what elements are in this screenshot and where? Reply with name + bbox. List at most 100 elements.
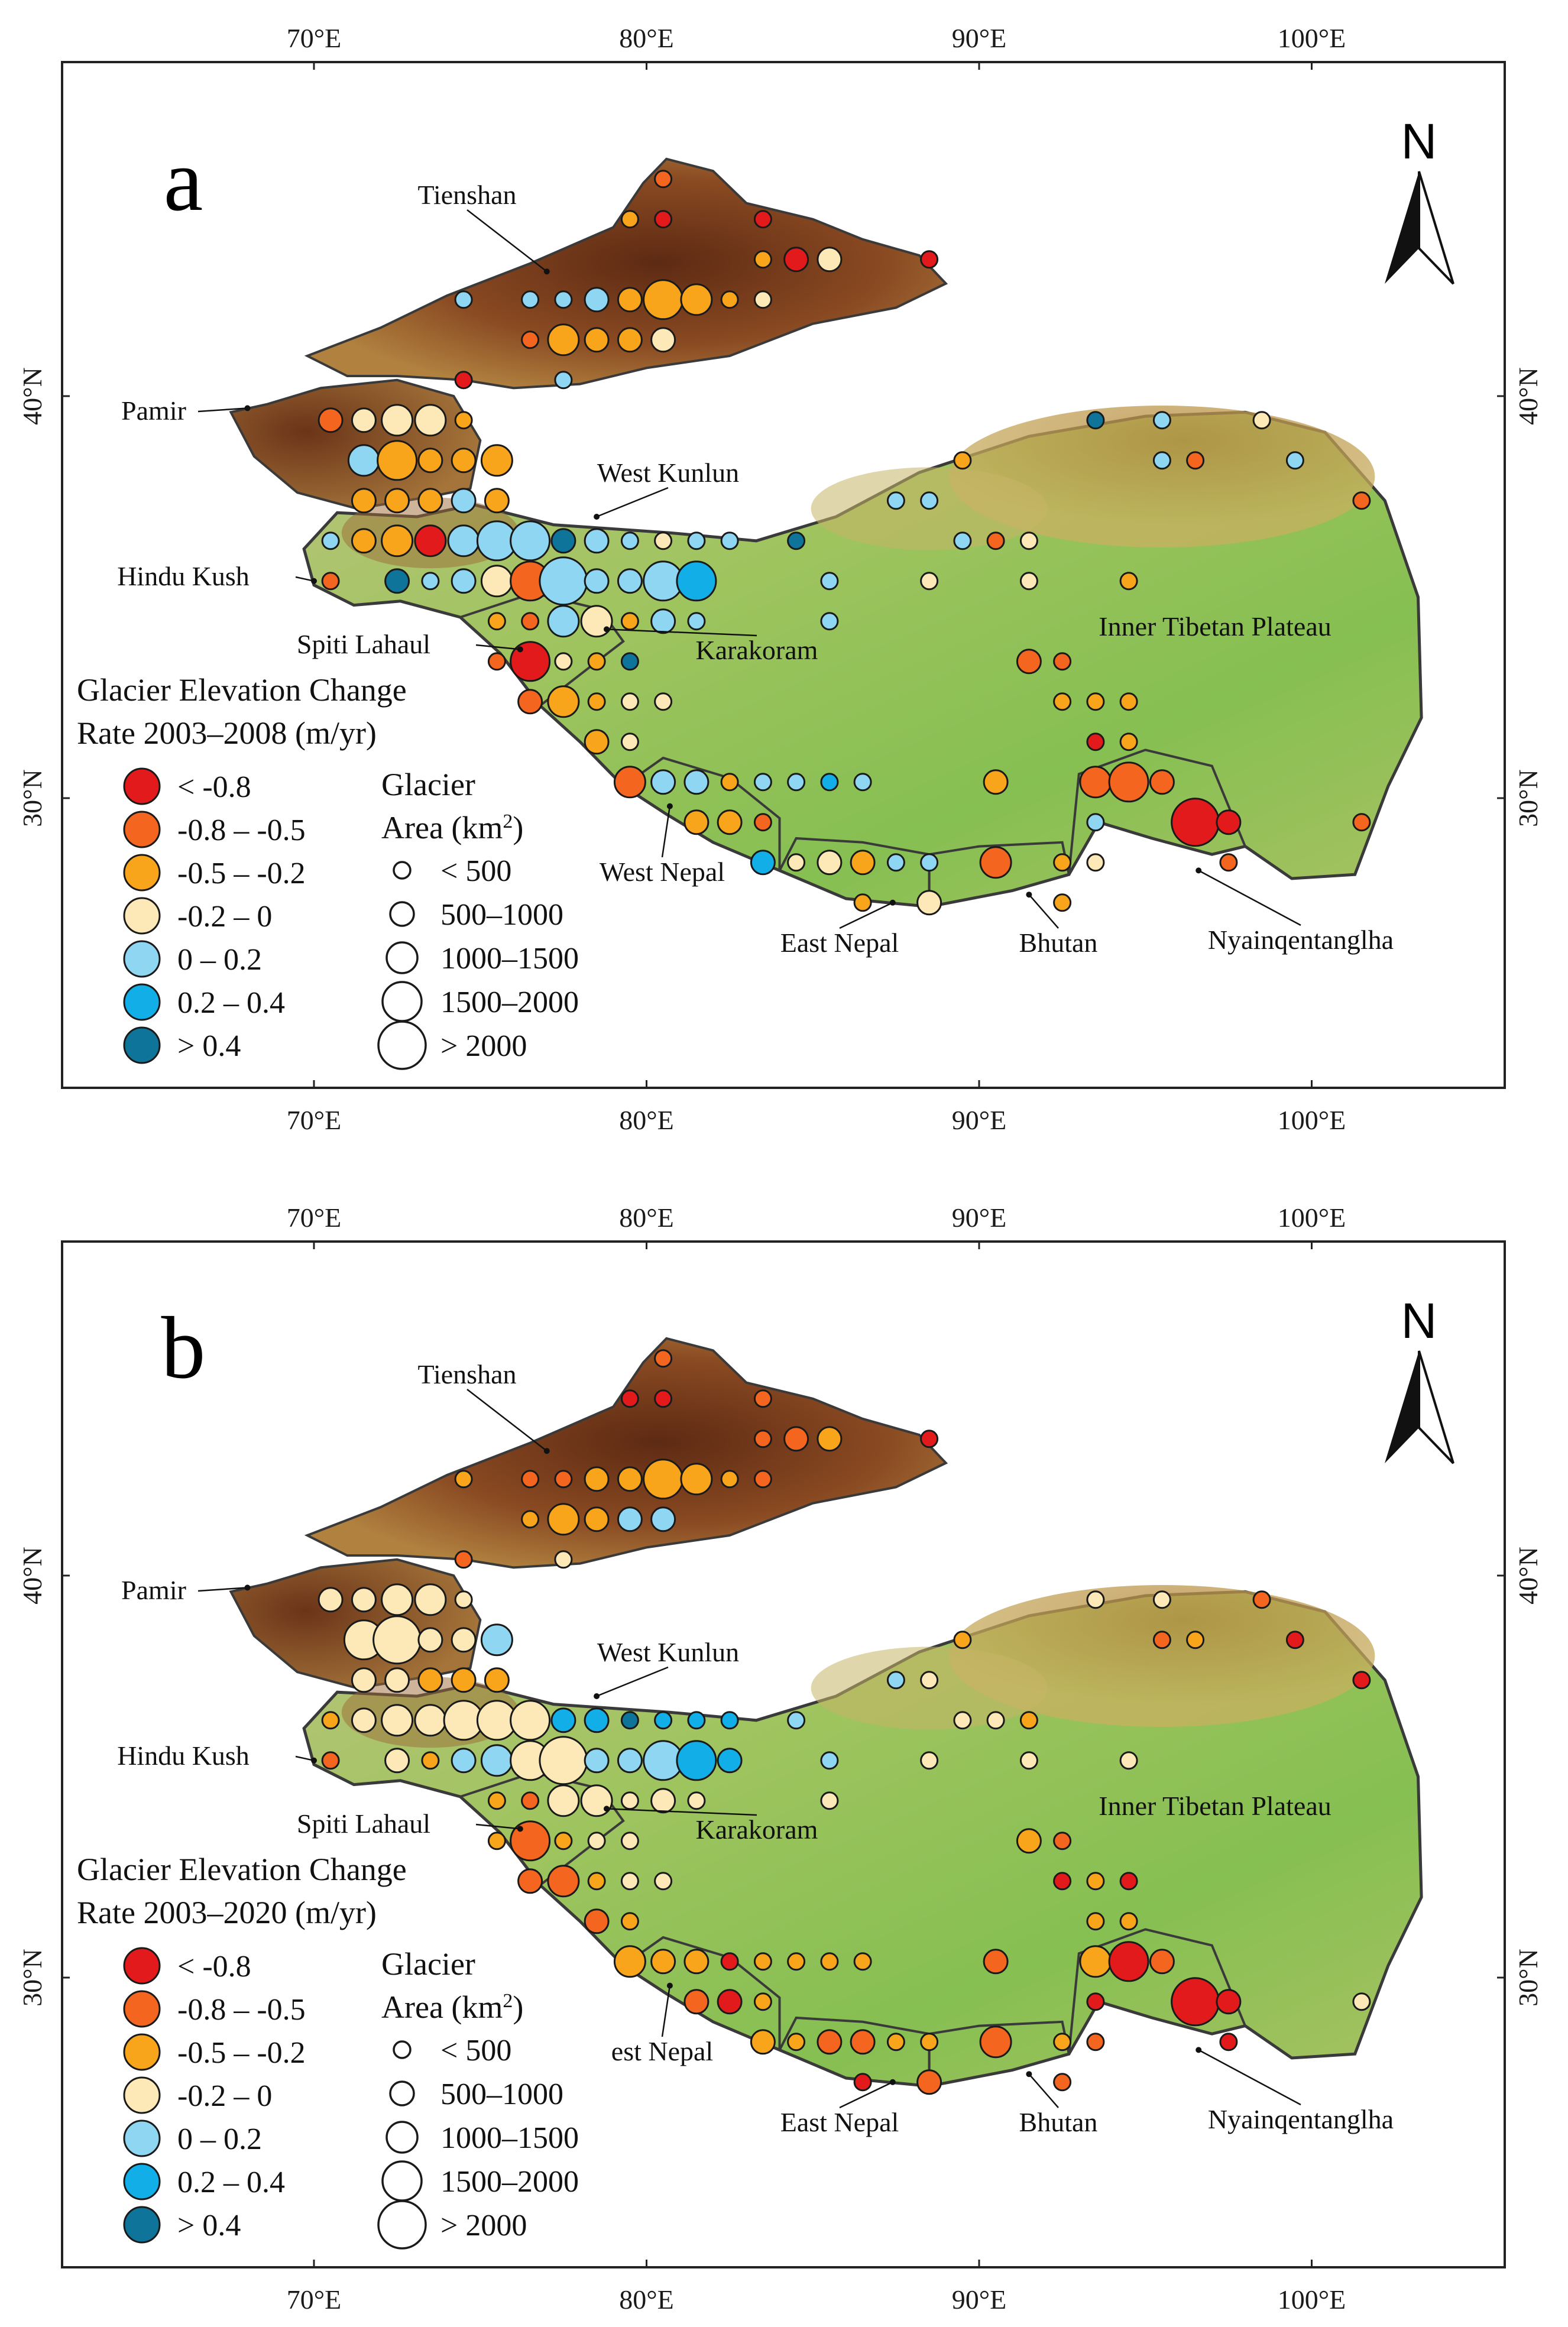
glacier-point (381, 1583, 414, 1616)
glacier-point (1186, 451, 1205, 470)
glacier-point (384, 1667, 410, 1693)
glacier-point (584, 1908, 610, 1934)
glacier-point (753, 250, 772, 269)
glacier-point (620, 1711, 639, 1730)
glacier-point (480, 1623, 513, 1657)
region-leader-line (596, 487, 669, 518)
glacier-point (613, 1945, 646, 1978)
glacier-point (454, 371, 473, 390)
glacier-point (554, 290, 573, 309)
region-label: Karakoram (696, 1814, 818, 1845)
region-leader-tip (244, 1584, 251, 1591)
glacier-point (1152, 1590, 1171, 1609)
glacier-point (1149, 769, 1175, 795)
legend-size-title-sup: 2 (503, 811, 513, 832)
region-label: Bhutan (1019, 2107, 1098, 2137)
qaidam-terrain (949, 406, 1375, 547)
glacier-point (539, 1736, 588, 1785)
glacier-point (554, 652, 573, 671)
legend-color-swatch (123, 854, 161, 892)
region-leader-tip (543, 268, 550, 275)
glacier-point (1216, 809, 1242, 835)
glacier-point (920, 491, 939, 510)
legend-size-label: > 2000 (440, 2209, 527, 2242)
glacier-point (1079, 766, 1112, 799)
glacier-point (620, 531, 639, 550)
region-leader-tip (517, 1826, 523, 1832)
lon-label-top: 70°E (287, 1203, 342, 1233)
lat-label-right: 30°N (1513, 1949, 1543, 2007)
region-leader-line (1198, 870, 1301, 926)
glacier-point (521, 1510, 540, 1529)
lon-label-bottom: 70°E (287, 2284, 342, 2315)
glacier-point (1053, 692, 1072, 711)
glacier-point (1152, 411, 1171, 430)
glacier-point (787, 1711, 806, 1730)
glacier-point (554, 1550, 573, 1569)
legend-color-swatch (123, 1026, 161, 1064)
glacier-point (584, 1506, 610, 1532)
glacier-point (381, 1704, 414, 1737)
glacier-point (321, 531, 340, 550)
glacier-point (384, 1748, 410, 1774)
legend-color-label: > 0.4 (177, 1029, 241, 1063)
legend-color-swatch (123, 2206, 161, 2244)
glacier-point (720, 773, 739, 792)
glacier-point (1149, 1949, 1175, 1975)
legend-color-label: -0.8 – -0.5 (177, 1993, 306, 2027)
lon-label-bottom: 100°E (1278, 1105, 1346, 1135)
glacier-point (381, 524, 414, 558)
glacier-point (510, 520, 551, 562)
subregion-outline (621, 1936, 781, 2052)
glacier-point (1186, 1631, 1205, 1649)
glacier-point (451, 1748, 477, 1774)
legend-color-swatch (123, 2163, 161, 2200)
glacier-point (620, 652, 639, 671)
legend-title: Glacier Elevation Change (77, 672, 407, 708)
legend-size-label: > 2000 (440, 1029, 527, 1063)
region-leader-line (1028, 894, 1059, 929)
legend-size-label: 1000–1500 (440, 942, 579, 975)
glacier-point (983, 1949, 1009, 1975)
glacier-point (1119, 1912, 1138, 1931)
region-leader-tip (1026, 2071, 1032, 2078)
legend-size-label: < 500 (440, 854, 511, 888)
glacier-point (620, 733, 639, 751)
glacier-point (853, 1952, 872, 1971)
glacier-point (687, 1711, 706, 1730)
region-label: Tienshan (418, 180, 517, 210)
legend-title: Glacier Elevation Change (77, 1852, 407, 1887)
glacier-point (753, 1430, 772, 1448)
glacier-point (384, 488, 410, 514)
glacier-point (654, 1711, 673, 1730)
glacier-point (720, 1470, 739, 1489)
glacier-point (372, 1615, 422, 1665)
glacier-point (547, 1784, 580, 1817)
glacier-point (547, 685, 580, 718)
glacier-point (617, 327, 643, 353)
legend-color-swatch (123, 1990, 161, 2028)
glacier-point (1053, 652, 1072, 671)
glacier-point (650, 1788, 676, 1814)
glacier-point (620, 1872, 639, 1891)
legend-color-swatch (123, 1947, 161, 1985)
map-panel-a: 70°E 70°E 80°E 80°E 90°E 90°E 100°E 100°E 30°N 30… (17, 23, 1543, 1135)
glacier-point (683, 1989, 710, 2015)
glacier-point (620, 1912, 639, 1931)
glacier-point (753, 1952, 772, 1971)
region-leader-line (475, 644, 520, 650)
legend-size-title-main: Area (km (381, 1989, 503, 2025)
glacier-point (680, 1463, 713, 1496)
glacier-point (454, 290, 473, 309)
glacier-point (587, 692, 606, 711)
glacier-point (1216, 1989, 1242, 2015)
region-leader-tip (1196, 867, 1202, 874)
glacier-point (953, 531, 972, 550)
glacier-point (720, 290, 739, 309)
glacier-point (953, 1711, 972, 1730)
subregion-outline (1067, 1928, 1247, 2055)
legend-size-swatch (393, 2040, 412, 2059)
subregion-outline (1067, 748, 1247, 876)
legend-size-label: 1000–1500 (440, 2121, 579, 2155)
glacier-point (521, 1470, 540, 1489)
